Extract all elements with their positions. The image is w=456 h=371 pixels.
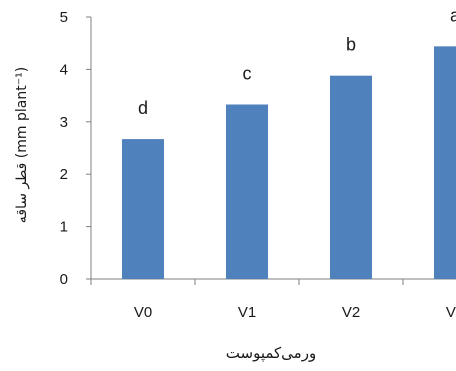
significance-letter: a: [450, 5, 456, 25]
bar-v0: [122, 139, 164, 279]
x-tick-label: V0: [134, 304, 152, 321]
significance-letter: d: [138, 98, 148, 118]
x-tick-label: V1: [238, 304, 256, 321]
y-tick-label: 3: [60, 114, 68, 131]
label-group: 0 1 2 3 4 5 V0 d V1 c V2 b V3 a: [60, 5, 456, 321]
bar-v2: [330, 75, 372, 279]
significance-letter: b: [346, 35, 356, 55]
x-axis-title: ورمی‌کمپوست: [226, 344, 316, 363]
x-tick-label: V3: [446, 304, 456, 321]
bar-group: [122, 46, 456, 280]
y-tick-label: 4: [60, 61, 68, 78]
y-axis-title: قطر ساقه (mm plant⁻¹): [14, 67, 30, 223]
y-tick-label: 5: [60, 9, 68, 26]
bar-v3: [434, 46, 456, 280]
y-tick-label: 1: [60, 219, 68, 236]
y-tick-label: 0: [60, 271, 68, 288]
y-tick-label: 2: [60, 166, 68, 183]
bar-v1: [226, 104, 268, 280]
significance-letter: c: [243, 64, 252, 84]
x-tick-label: V2: [342, 304, 360, 321]
